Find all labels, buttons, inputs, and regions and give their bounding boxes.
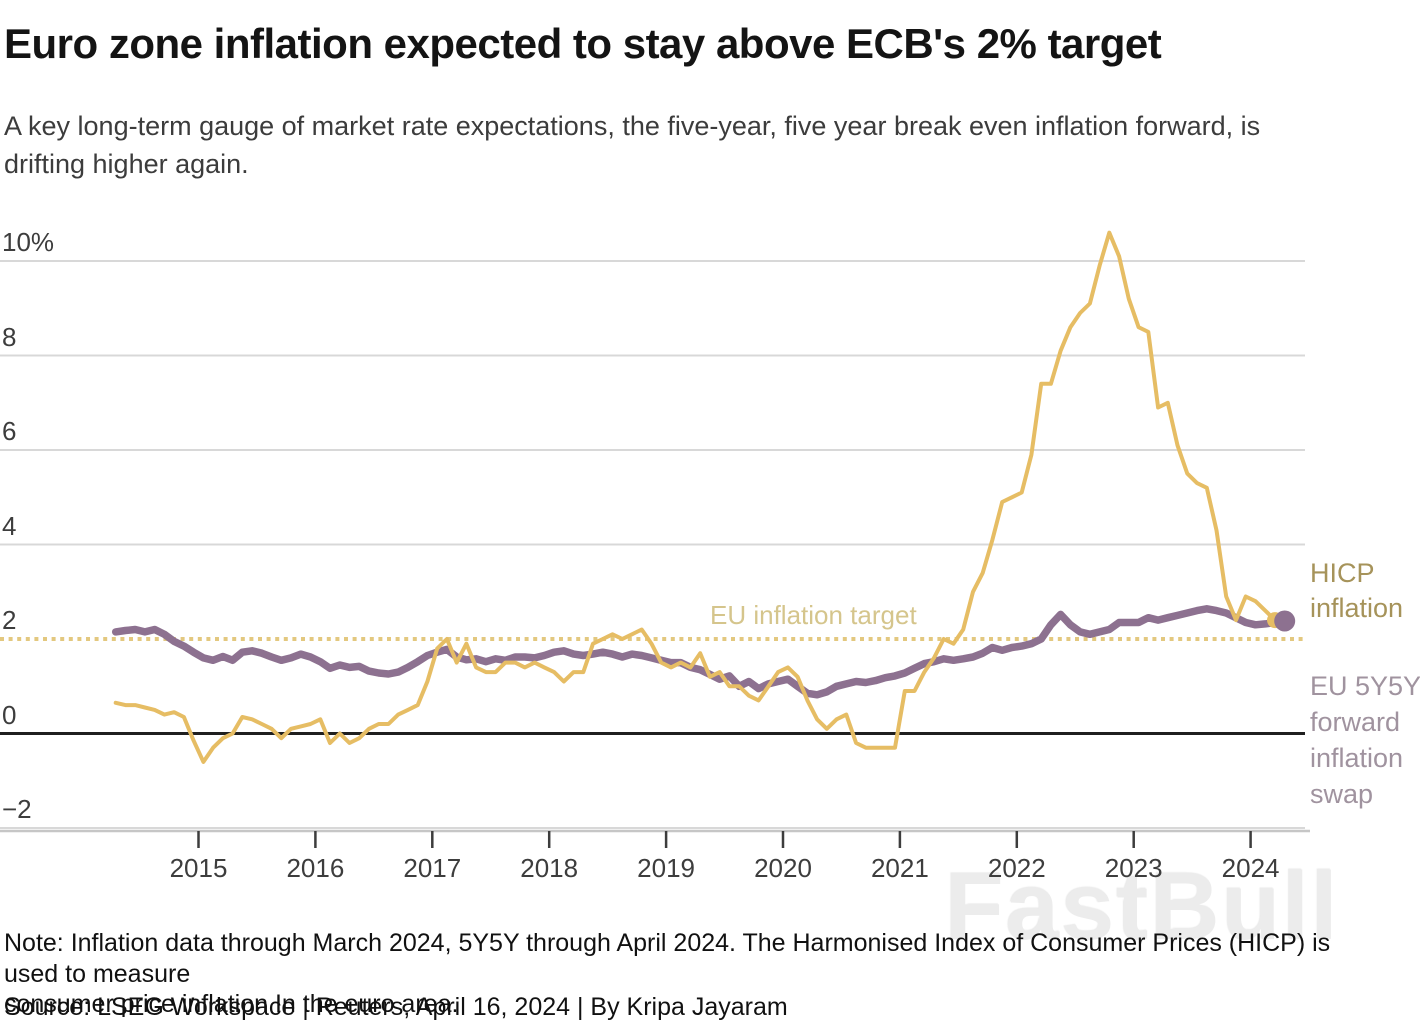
x-axis-label: 2017 (403, 853, 462, 883)
target-line-label: EU inflation target (710, 600, 917, 630)
x-axis-label: 2020 (754, 853, 812, 883)
legend-5y5y-swap: EU 5Y5Y forward inflation swap (1310, 671, 1420, 809)
hicp-line (113, 230, 1277, 764)
x-axis-label: 2021 (870, 853, 929, 883)
swap-line (111, 605, 1289, 699)
footnote-line-2: consumer price inflation In the euro are… (4, 990, 459, 1018)
watermark: FastBull (945, 853, 1340, 960)
chart-subtitle: A key long-term gauge of market rate exp… (4, 107, 1394, 183)
legend-hicp-inflation: HICP inflation (1310, 558, 1404, 623)
hicp-end-dot (1267, 612, 1283, 629)
x-axis-label: 2015 (169, 853, 228, 883)
swap-end-dot (1274, 610, 1296, 632)
y-axis-label: −2 (2, 794, 32, 824)
x-axis-label: 2022 (987, 853, 1046, 883)
footnote-line-1: Note: Inflation data through March 2024,… (4, 929, 1331, 988)
subtitle-line-2: drifting higher again. (4, 149, 249, 179)
x-axis-label: 2023 (1104, 853, 1163, 883)
page-title: Euro zone inflation expected to stay abo… (4, 20, 1162, 67)
x-axis-label: 2018 (520, 853, 579, 883)
footnote: Note: Inflation data through March 2024,… (4, 928, 1364, 1020)
source-line: Source: LSEG Workspace | Reuters, April … (4, 993, 788, 1021)
x-axis-label: 2019 (637, 853, 696, 883)
subtitle-line-1: A key long-term gauge of market rate exp… (4, 111, 1261, 141)
x-axis-label: 2016 (286, 853, 345, 883)
y-axis-label: 8 (2, 321, 17, 352)
y-axis-label: 10% (2, 227, 55, 257)
y-axis-label: 6 (2, 416, 17, 446)
y-axis-label: 0 (2, 699, 17, 730)
y-axis-label: 2 (2, 605, 17, 635)
y-axis-label: 4 (2, 510, 17, 541)
x-axis-label: 2024 (1221, 853, 1280, 883)
